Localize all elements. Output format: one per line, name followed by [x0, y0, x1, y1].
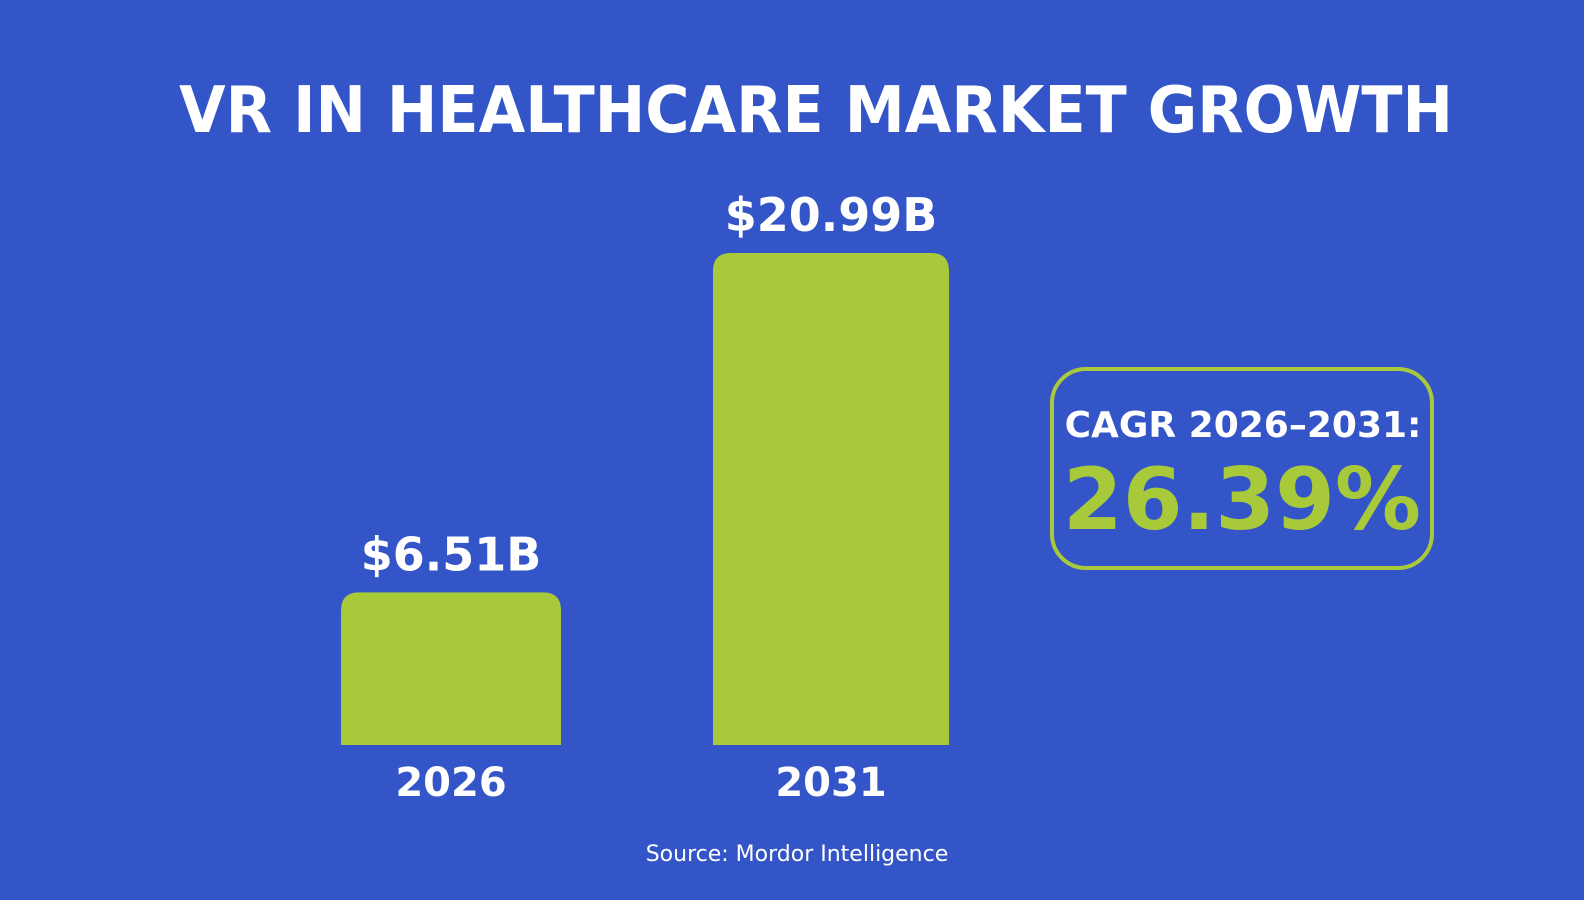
cagr-box-frame [1050, 367, 1434, 570]
bar-2026 [341, 592, 561, 745]
category-label-2031: 2031 [775, 760, 886, 806]
cagr-box: CAGR 2026–2031: 26.39% [1050, 367, 1434, 570]
source-note: Source: Mordor Intelligence [646, 842, 949, 867]
cagr-label: CAGR 2026–2031: [1065, 405, 1422, 446]
chart-title: VR IN HEALTHCARE MARKET GROWTH [179, 74, 1453, 148]
cagr-value: 26.39% [1063, 450, 1421, 550]
bar-2031 [713, 253, 949, 745]
value-label-2031: $20.99B [725, 188, 938, 242]
bars-layer: $6.51B 2026 $20.99B 2031 [341, 188, 949, 806]
category-label-2026: 2026 [395, 760, 506, 806]
value-label-2026: $6.51B [361, 527, 542, 581]
